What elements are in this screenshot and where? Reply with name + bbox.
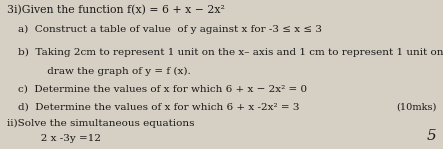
Text: (10mks): (10mks): [396, 103, 436, 112]
Text: 3i)Given the function f(x) = 6 + x − 2x²: 3i)Given the function f(x) = 6 + x − 2x²: [7, 4, 225, 15]
Text: draw the graph of y = f (x).: draw the graph of y = f (x).: [31, 67, 191, 76]
Text: ii)Solve the simultaneous equations: ii)Solve the simultaneous equations: [7, 119, 194, 128]
Text: d)  Determine the values of x for which 6 + x -2x² = 3: d) Determine the values of x for which 6…: [18, 103, 299, 112]
Text: b)  Taking 2cm to represent 1 unit on the x– axis and 1 cm to represent 1 unit o: b) Taking 2cm to represent 1 unit on the…: [18, 48, 443, 57]
Text: a)  Construct a table of value  of y against x for -3 ≤ x ≤ 3: a) Construct a table of value of y again…: [18, 25, 322, 34]
Text: 2 x -3y =12: 2 x -3y =12: [31, 134, 101, 143]
Text: c)  Determine the values of x for which 6 + x − 2x² = 0: c) Determine the values of x for which 6…: [18, 85, 307, 94]
Text: 5: 5: [427, 129, 436, 143]
